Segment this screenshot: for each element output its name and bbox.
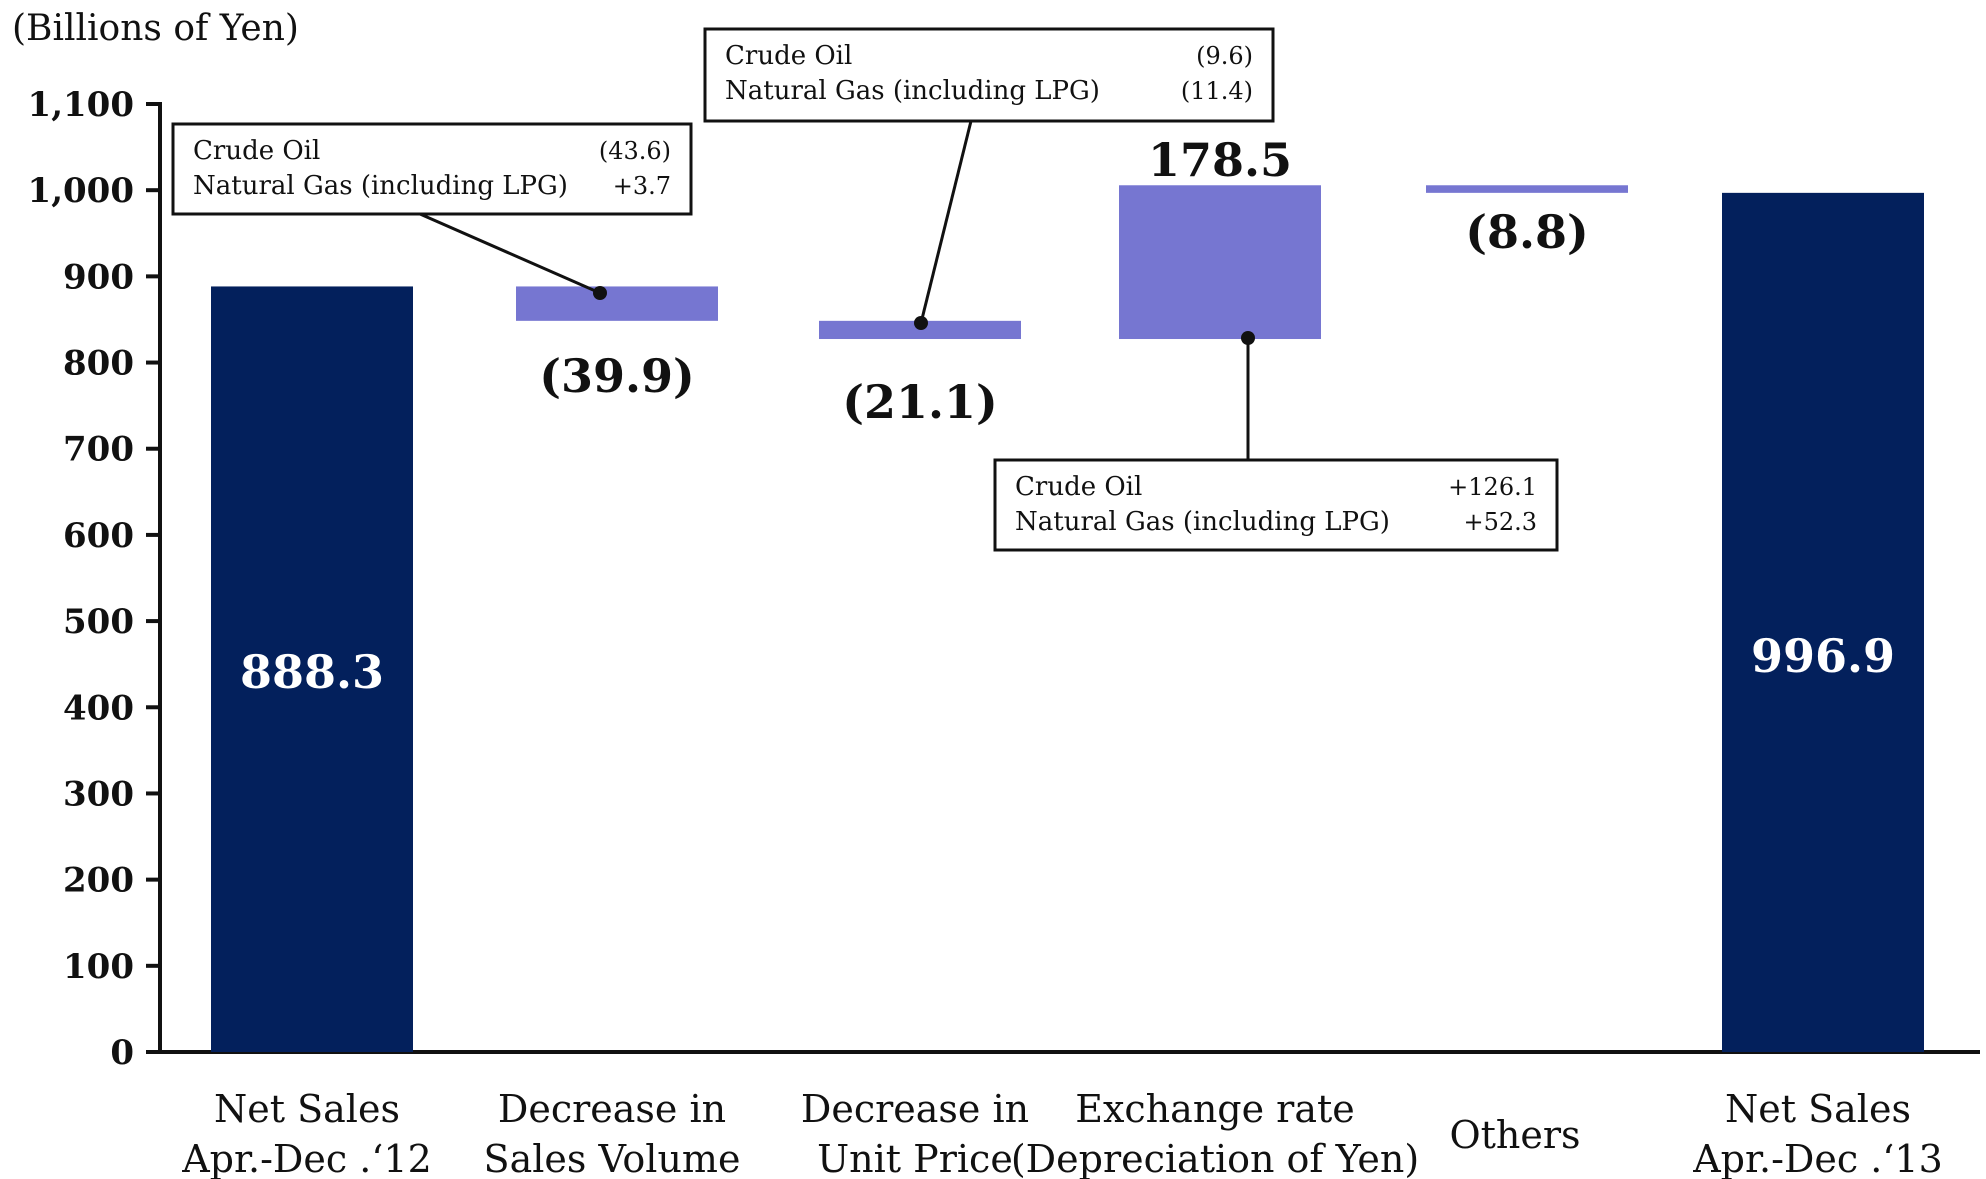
x-category-label: Sales Volume [484,1137,741,1179]
delta-bar [1119,185,1321,340]
x-category-label: Net Sales [214,1087,400,1131]
bars [211,185,1924,1052]
bar-value-label: 996.9 [1751,629,1895,683]
x-category-label: Apr.-Dec .‘12 [181,1137,432,1179]
callout-item-value: +126.1 [1448,473,1537,501]
x-category-label: Decrease in [801,1087,1029,1131]
y-tick-label: 400 [63,688,134,728]
axes: 0 100 200 300 400 500 600 700 800 900 1,000 1,100 [28,85,1980,1073]
total-bar [1722,192,1924,1052]
callout-item-value: +52.3 [1463,508,1537,536]
callout-anchor-dot [1241,331,1255,345]
delta-bar [516,286,718,321]
callout-anchor-dot [914,316,928,330]
callout-box [703,27,1275,123]
bar-value-label: 178.5 [1148,133,1292,187]
callout-item-label: Natural Gas (including LPG) [193,171,568,201]
callout-item-label: Crude Oil [1015,472,1142,502]
y-tick-label: 1,100 [28,85,134,125]
y-tick-label: 300 [63,774,134,814]
y-tick-label: 900 [63,257,134,297]
y-tick-label: 500 [63,602,134,642]
delta-bar [1426,185,1628,193]
x-category-label: Decrease in [498,1087,726,1131]
callout-item-label: Crude Oil [725,41,852,71]
total-bar [211,286,413,1052]
labels: 888.3 (39.9) (21.1) 178.5 (8.8) 996.9 Net Sale… [181,133,1943,1179]
callout-box [171,122,693,216]
callout-item-label: Natural Gas (including LPG) [1015,507,1390,537]
bar-value-label: (8.8) [1465,205,1589,259]
bar-value-label: 888.3 [240,645,384,699]
unit-label: (Billions of Yen) [12,8,299,49]
x-category-label: Others [1449,1113,1580,1157]
y-tick-label: 100 [63,947,134,987]
callout-anchor-dot [593,286,607,300]
callout-box [993,458,1559,552]
x-category-label: Net Sales [1725,1087,1911,1131]
y-tick-label: 1,000 [28,171,134,211]
callout-leader-line [419,212,601,295]
bar-value-label: (21.1) [842,375,998,429]
callout-item-value: (11.4) [1181,77,1253,105]
callout-item-value: (9.6) [1196,42,1253,70]
x-category-label: Exchange rate [1075,1087,1355,1131]
y-tick-label: 600 [63,516,134,556]
callout-leader-line [919,120,973,324]
callout-item-label: Crude Oil [193,136,320,166]
bar-value-label: (39.9) [539,349,695,403]
y-tick-label: 700 [63,430,134,470]
x-category-label: (Depreciation of Yen) [1011,1137,1419,1179]
y-tick-label: 200 [63,861,134,901]
callouts: Crude Oil (43.6) Natural Gas (including LP… [171,27,1559,552]
callout-item-value: +3.7 [613,172,671,200]
y-tick-label: 0 [110,1033,134,1073]
y-tick-label: 800 [63,344,134,384]
callout-item-value: (43.6) [599,137,671,165]
callout-item-label: Natural Gas (including LPG) [725,76,1100,106]
x-category-label: Apr.-Dec .‘13 [1692,1137,1943,1179]
x-category-label: Unit Price [817,1137,1013,1179]
